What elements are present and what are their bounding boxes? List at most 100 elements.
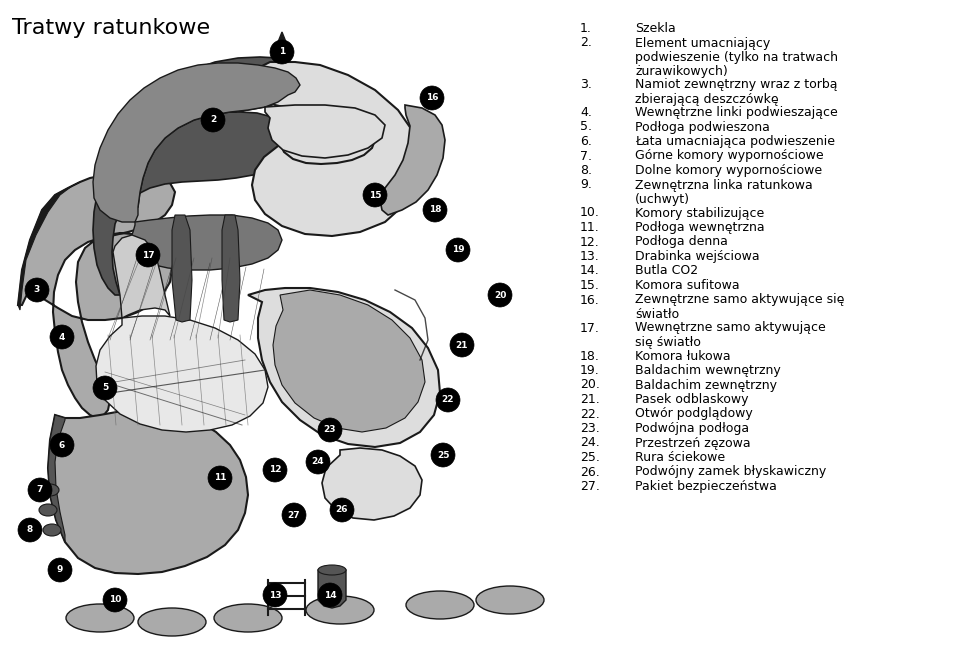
Polygon shape (222, 215, 240, 322)
Circle shape (201, 108, 225, 132)
Text: Otwór podglądowy: Otwór podglądowy (635, 407, 753, 420)
Text: 17.: 17. (580, 322, 600, 335)
Text: Pakiet bezpieczeństwa: Pakiet bezpieczeństwa (635, 480, 777, 493)
Text: Tratwy ratunkowe: Tratwy ratunkowe (12, 18, 210, 38)
Text: zbierającą deszczówkę: zbierającą deszczówkę (635, 92, 779, 105)
Polygon shape (248, 288, 440, 447)
Text: 7: 7 (36, 486, 43, 494)
Polygon shape (252, 62, 420, 236)
Text: 19.: 19. (580, 364, 600, 377)
Text: 15: 15 (369, 190, 381, 200)
Circle shape (420, 86, 444, 110)
Polygon shape (96, 316, 268, 432)
Circle shape (25, 278, 49, 302)
Text: 25: 25 (437, 451, 449, 459)
Text: 20: 20 (493, 291, 506, 299)
Text: 12: 12 (269, 465, 281, 474)
Text: 8.: 8. (580, 164, 592, 177)
Circle shape (436, 388, 460, 412)
Polygon shape (93, 63, 300, 222)
Text: 11: 11 (214, 474, 227, 482)
Circle shape (423, 198, 447, 222)
Text: Butla CO2: Butla CO2 (635, 264, 698, 277)
Ellipse shape (476, 586, 544, 614)
Text: 21: 21 (456, 341, 468, 349)
Text: 9.: 9. (580, 179, 592, 192)
Circle shape (48, 558, 72, 582)
Circle shape (93, 376, 117, 400)
Text: 14.: 14. (580, 264, 600, 277)
Text: 3.: 3. (580, 78, 592, 91)
Text: Drabinka wejściowa: Drabinka wejściowa (635, 250, 759, 263)
Text: 2.: 2. (580, 36, 592, 49)
Text: 7.: 7. (580, 150, 592, 163)
Text: 23.: 23. (580, 422, 600, 435)
Text: 20.: 20. (580, 378, 600, 391)
Text: 4: 4 (59, 333, 65, 341)
Polygon shape (48, 415, 65, 542)
Circle shape (318, 418, 342, 442)
Text: 6: 6 (59, 440, 65, 449)
Text: 18: 18 (429, 206, 442, 214)
Text: 17: 17 (142, 250, 155, 260)
Text: Podłoga wewnętrzna: Podłoga wewnętrzna (635, 221, 764, 234)
Text: podwieszenie (tylko na tratwach: podwieszenie (tylko na tratwach (635, 51, 838, 64)
Text: Dolne komory wypornościowe: Dolne komory wypornościowe (635, 164, 822, 177)
Circle shape (136, 243, 160, 267)
Text: 24.: 24. (580, 436, 600, 449)
Circle shape (431, 443, 455, 467)
Text: 21.: 21. (580, 393, 600, 406)
Text: 26.: 26. (580, 465, 600, 478)
Text: Wewnętrzne linki podwieszające: Wewnętrzne linki podwieszające (635, 106, 838, 119)
Text: Namiot zewnętrzny wraz z torbą: Namiot zewnętrzny wraz z torbą (635, 78, 837, 91)
Circle shape (50, 325, 74, 349)
Ellipse shape (66, 604, 134, 632)
Ellipse shape (318, 565, 346, 575)
Text: 8: 8 (27, 525, 34, 534)
Text: 26: 26 (336, 505, 348, 515)
Text: 18.: 18. (580, 349, 600, 362)
Text: 27: 27 (288, 511, 300, 519)
Polygon shape (48, 410, 248, 574)
Text: 5: 5 (102, 384, 108, 393)
Text: 6.: 6. (580, 135, 592, 148)
Text: Komora łukowa: Komora łukowa (635, 349, 731, 362)
Text: Komora sufitowa: Komora sufitowa (635, 279, 739, 292)
Text: 19: 19 (452, 246, 465, 254)
Circle shape (363, 183, 387, 207)
Circle shape (28, 478, 52, 502)
Text: 3: 3 (34, 285, 40, 295)
Polygon shape (93, 57, 305, 295)
Text: 9: 9 (57, 565, 63, 575)
Polygon shape (278, 32, 286, 52)
Text: Górne komory wypornościowe: Górne komory wypornościowe (635, 150, 824, 163)
Text: Wewnętrzne samo aktywujące: Wewnętrzne samo aktywujące (635, 322, 826, 335)
Text: światło: światło (635, 308, 679, 321)
Text: 11.: 11. (580, 221, 600, 234)
Text: 22.: 22. (580, 407, 600, 420)
Text: 16.: 16. (580, 293, 600, 306)
Text: 1: 1 (278, 47, 285, 57)
Text: Przestrzeń zęzowa: Przestrzeń zęzowa (635, 436, 751, 449)
Text: Podłoga denna: Podłoga denna (635, 235, 728, 248)
Text: (uchwyt): (uchwyt) (635, 193, 690, 206)
Circle shape (318, 583, 342, 607)
Polygon shape (322, 448, 422, 520)
Text: 24: 24 (312, 457, 324, 467)
Text: 10.: 10. (580, 206, 600, 219)
Polygon shape (113, 235, 170, 318)
Text: 13: 13 (269, 590, 281, 600)
Circle shape (50, 433, 74, 457)
Circle shape (488, 283, 512, 307)
Text: 10: 10 (108, 596, 121, 604)
Polygon shape (18, 182, 80, 310)
Ellipse shape (39, 504, 57, 516)
Polygon shape (265, 105, 385, 158)
Text: żurawikowych): żurawikowych) (635, 65, 728, 78)
Text: 27.: 27. (580, 480, 600, 493)
Circle shape (18, 518, 42, 542)
Circle shape (330, 498, 354, 522)
Text: Zewnętrzne samo aktywujące się: Zewnętrzne samo aktywujące się (635, 293, 845, 306)
Text: 16: 16 (425, 94, 439, 103)
Polygon shape (130, 215, 282, 270)
